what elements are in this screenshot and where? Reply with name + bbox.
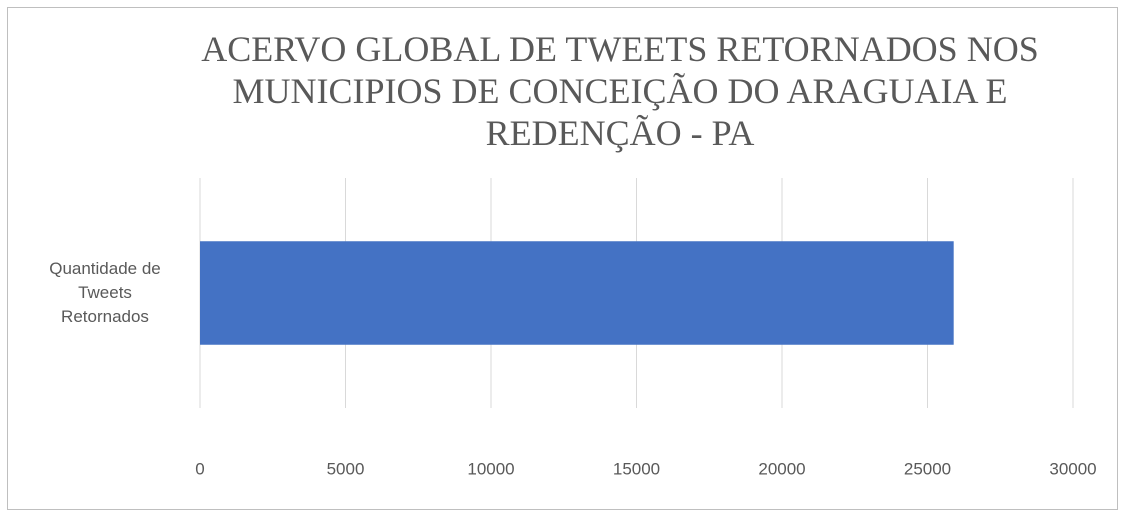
x-tick-label: 0 [195,459,204,478]
x-tick-label: 30000 [1049,459,1096,478]
bar [200,241,954,345]
chart-border [7,7,1118,510]
x-tick-label: 15000 [613,459,660,478]
x-tick-label: 10000 [467,459,514,478]
y-tick-label: Quantidade de Tweets Retornados [49,259,161,326]
x-tick-label: 5000 [327,459,365,478]
chart-title: ACERVO GLOBAL DE TWEETS RETORNADOS NOS M… [201,29,1039,153]
x-tick-label: 20000 [758,459,805,478]
x-tick-label: 25000 [904,459,951,478]
